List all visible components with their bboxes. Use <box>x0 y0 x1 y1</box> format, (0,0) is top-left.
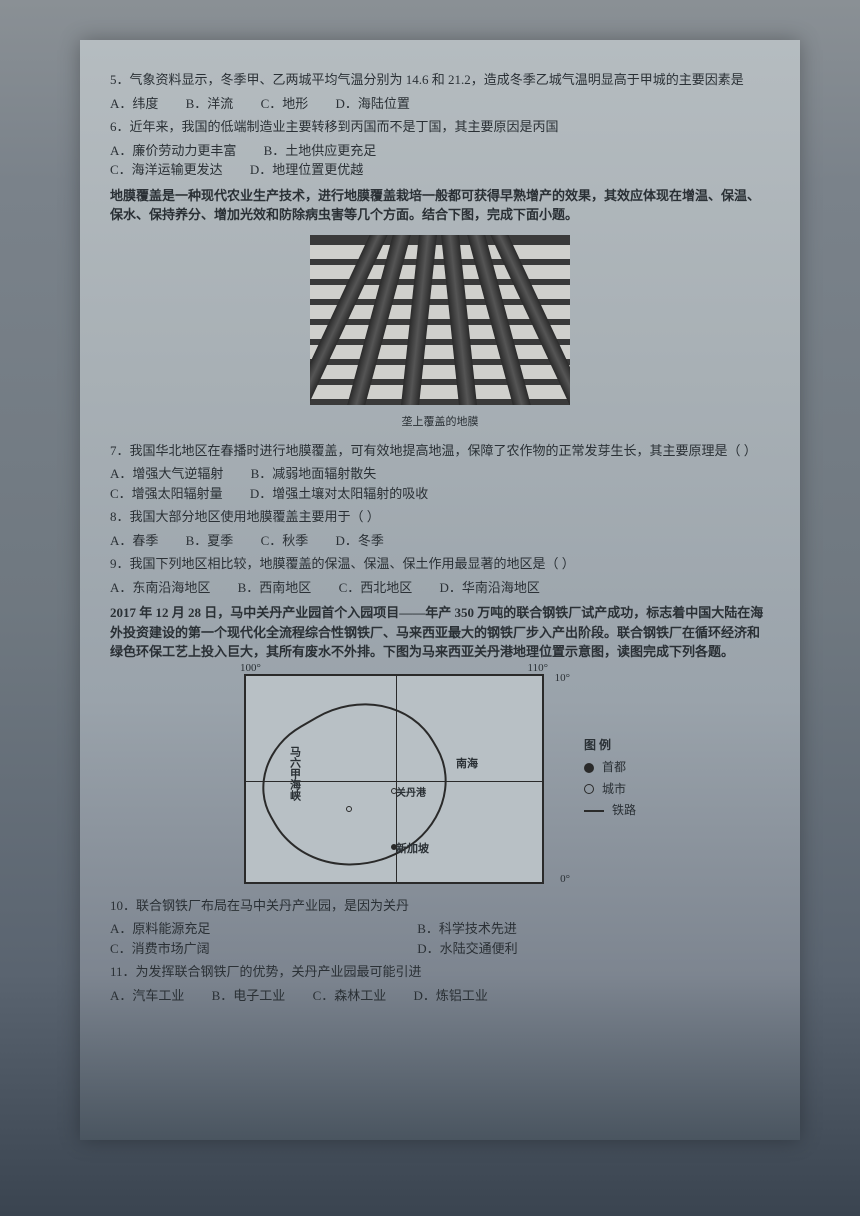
q8-opt-a: A．春季 <box>110 531 158 551</box>
q10-stem: 10．联合钢铁厂布局在马中关丹产业园，是因为关丹 <box>110 896 770 916</box>
figure-1-caption: 垄上覆盖的地膜 <box>110 414 770 431</box>
figure-2-wrap: 100° 110° 10° 0° 马六甲海峡 南海 新加坡 关丹港 图 例 首都… <box>110 674 770 884</box>
q5-stem: 5．气象资料显示，冬季甲、乙两城平均气温分别为 14.6 和 21.2，造成冬季… <box>110 70 770 90</box>
q6-opt-d: D．地理位置更优越 <box>250 160 363 180</box>
q11-opt-a: A．汽车工业 <box>110 986 184 1006</box>
q5-opt-a: A．纬度 <box>110 94 158 114</box>
q10-opt-a: A．原料能源充足 <box>110 919 390 939</box>
q11-opt-d: D．炼铝工业 <box>413 986 487 1006</box>
exam-page: 5．气象资料显示，冬季甲、乙两城平均气温分别为 14.6 和 21.2，造成冬季… <box>80 40 800 1140</box>
q6-stem: 6．近年来，我国的低端制造业主要转移到丙国而不是丁国，其主要原因是丙国 <box>110 117 770 137</box>
q7-options: A．增强大气逆辐射 B．减弱地面辐射散失 C．增强太阳辐射量 D．增强土壤对太阳… <box>110 464 770 503</box>
q8-options: A．春季 B．夏季 C．秋季 D．冬季 <box>110 531 770 551</box>
q8-opt-c: C．秋季 <box>261 531 309 551</box>
q7-opt-c: C．增强太阳辐射量 <box>110 484 223 504</box>
q5-options: A．纬度 B．洋流 C．地形 D．海陆位置 <box>110 94 770 114</box>
map-city-2 <box>346 806 352 812</box>
q8-stem: 8．我国大部分地区使用地膜覆盖主要用于（ ） <box>110 507 770 527</box>
lat-label-top: 10° <box>555 670 570 687</box>
q11-options: A．汽车工业 B．电子工业 C．森林工业 D．炼铝工业 <box>110 986 770 1006</box>
legend-title: 图 例 <box>584 735 636 757</box>
map-label-sea: 南海 <box>456 756 478 773</box>
q5-opt-c: C．地形 <box>261 94 309 114</box>
legend-capital-icon <box>584 763 594 773</box>
map-legend: 图 例 首都 城市 铁路 <box>584 735 636 821</box>
lat-label-bottom: 0° <box>560 871 570 888</box>
legend-rail-icon <box>584 810 604 812</box>
q8-opt-d: D．冬季 <box>335 531 383 551</box>
q9-stem: 9．我国下列地区相比较，地膜覆盖的保温、保温、保土作用最显著的地区是（ ） <box>110 554 770 574</box>
q9-opt-b: B．西南地区 <box>238 578 312 598</box>
q7-opt-d: D．增强土壤对太阳辐射的吸收 <box>250 484 428 504</box>
lon-label-left: 100° <box>240 660 261 677</box>
figure-1-mulch-field <box>310 235 570 405</box>
legend-city: 城市 <box>602 779 626 801</box>
lon-label-right: 110° <box>527 660 548 677</box>
q6-options: A．廉价劳动力更丰富 B．土地供应更充足 C．海洋运输更发达 D．地理位置更优越 <box>110 141 770 180</box>
q11-stem: 11．为发挥联合钢铁厂的优势，关丹产业园最可能引进 <box>110 962 770 982</box>
q7-opt-a: A．增强大气逆辐射 <box>110 464 223 484</box>
legend-rail: 铁路 <box>612 800 636 822</box>
legend-city-icon <box>584 784 594 794</box>
passage-2: 2017 年 12 月 28 日，马中关丹产业园首个入园项目——年产 350 万… <box>110 603 770 662</box>
passage-1: 地膜覆盖是一种现代农业生产技术，进行地膜覆盖栽培一般都可获得早熟增产的效果，其效… <box>110 186 770 225</box>
q9-opt-c: C．西北地区 <box>339 578 413 598</box>
map-label-guantan: 关丹港 <box>396 786 426 801</box>
q7-stem: 7．我国华北地区在春播时进行地膜覆盖，可有效地提高地温，保障了农作物的正常发芽生… <box>110 441 770 461</box>
q5-opt-d: D．海陆位置 <box>335 94 409 114</box>
q6-opt-a: A．廉价劳动力更丰富 <box>110 141 236 161</box>
q8-opt-b: B．夏季 <box>186 531 234 551</box>
q6-opt-c: C．海洋运输更发达 <box>110 160 223 180</box>
q11-opt-b: B．电子工业 <box>212 986 286 1006</box>
q9-opt-a: A．东南沿海地区 <box>110 578 210 598</box>
q10-opt-c: C．消费市场广阔 <box>110 939 390 959</box>
figure-2-map: 100° 110° 10° 0° 马六甲海峡 南海 新加坡 关丹港 <box>244 674 544 884</box>
q10-options: A．原料能源充足 B．科学技术先进 C．消费市场广阔 D．水陆交通便利 <box>110 919 770 958</box>
q9-opt-d: D．华南沿海地区 <box>439 578 539 598</box>
map-city-capital <box>391 844 397 850</box>
q10-opt-d: D．水陆交通便利 <box>417 939 517 959</box>
q5-opt-b: B．洋流 <box>186 94 234 114</box>
figure-1-wrap: 垄上覆盖的地膜 <box>110 235 770 431</box>
q6-opt-b: B．土地供应更充足 <box>264 141 377 161</box>
q9-options: A．东南沿海地区 B．西南地区 C．西北地区 D．华南沿海地区 <box>110 578 770 598</box>
q11-opt-c: C．森林工业 <box>313 986 387 1006</box>
map-city-guantan <box>391 788 397 794</box>
q7-opt-b: B．减弱地面辐射散失 <box>251 464 377 484</box>
legend-capital: 首都 <box>602 757 626 779</box>
q10-opt-b: B．科学技术先进 <box>417 919 517 939</box>
map-label-strait: 马六甲海峡 <box>286 746 303 801</box>
map-label-singapore: 新加坡 <box>396 841 429 858</box>
